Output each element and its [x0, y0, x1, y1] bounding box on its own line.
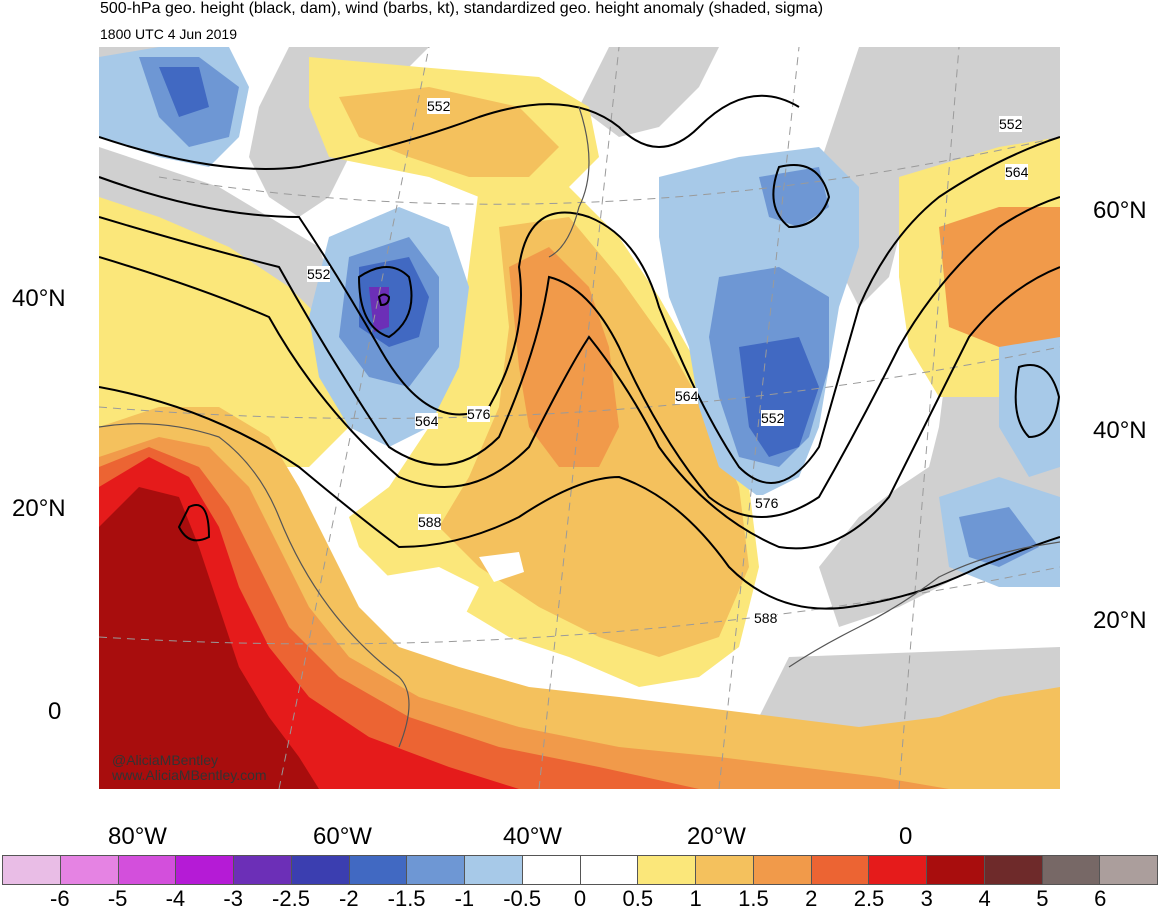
colorbar-tick-label: 2.5	[853, 886, 885, 911]
colorbar-cell	[753, 855, 812, 885]
contour-label: 552	[999, 116, 1023, 132]
negative-anomaly-shading	[99, 47, 1060, 587]
colorbar-tick-label: -2	[339, 886, 359, 911]
map-panel	[99, 47, 1060, 789]
colorbar-tick-label: -3	[223, 886, 243, 911]
colorbar-tick-label: -0.5	[503, 886, 542, 911]
colorbar-tick-label: 5	[1036, 886, 1049, 911]
colorbar-tick-label: 0.5	[622, 886, 654, 911]
lat-label-right: 60°N	[1093, 197, 1147, 224]
colorbar-cell	[927, 855, 985, 885]
neutral-pockets	[369, 552, 524, 627]
colorbar-tick-label: -6	[50, 886, 70, 911]
valid-time: 1800 UTC 4 Jun 2019	[100, 26, 237, 42]
colorbar-tick-label: 6	[1094, 886, 1107, 911]
colorbar-tick-label: -5	[107, 886, 128, 911]
contour-label: 564	[415, 413, 439, 429]
colorbar-cell	[118, 855, 177, 885]
lat-label-left: 0	[48, 698, 62, 725]
colorbar-tick-label: 4	[978, 886, 991, 911]
colorbar-cell	[1100, 855, 1158, 885]
contour-label: 588	[418, 514, 442, 530]
map-canvas	[99, 47, 1060, 789]
graticule	[99, 47, 1060, 789]
contour-label: 576	[467, 406, 491, 422]
lon-label: 0	[899, 823, 913, 850]
lon-label: 20°W	[687, 823, 746, 850]
colorbar-tick-label: 3	[920, 886, 933, 911]
contour-label: 552	[761, 410, 785, 426]
contour-label: 564	[675, 388, 699, 404]
contour-label: 552	[427, 98, 451, 114]
colorbar-tick-label: -1.5	[387, 886, 426, 911]
lat-label-left: 20°N	[12, 495, 66, 522]
lat-label-left: 40°N	[12, 285, 66, 312]
credit-url: www.AliciaMBentley.com	[112, 767, 267, 783]
colorbar-cell	[811, 855, 870, 885]
colorbar-cell	[407, 855, 465, 885]
colorbar-cell	[522, 855, 581, 885]
contour-label: 552	[307, 266, 331, 282]
lon-label: 80°W	[108, 823, 167, 850]
lat-label-right: 40°N	[1093, 417, 1147, 444]
colorbar-cell	[580, 855, 639, 885]
colorbar-cell	[696, 855, 754, 885]
colorbar-cell	[2, 855, 61, 885]
credit-handle: @AliciaMBentley	[112, 752, 219, 768]
colorbar-tick-label: -1	[454, 886, 475, 911]
coastlines	[99, 106, 1060, 748]
colorbar-cell	[638, 855, 696, 885]
colorbar-tick-label: 0	[573, 886, 587, 911]
contour-label: 564	[1005, 164, 1029, 180]
colorbar-cell	[234, 855, 292, 885]
colorbar-tick-label: 2	[805, 886, 818, 911]
contour-label: 576	[755, 495, 779, 511]
colorbar-cell	[984, 855, 1043, 885]
contour-label: 588	[754, 610, 778, 626]
positive-anomaly-shading	[99, 57, 1060, 789]
colorbar-tick-label: 1.5	[738, 886, 769, 911]
colorbar-cell	[349, 855, 408, 885]
lon-label: 60°W	[313, 823, 372, 850]
colorbar	[2, 855, 1158, 885]
colorbar-tick-label: 1	[689, 886, 702, 911]
colorbar-cell	[465, 855, 523, 885]
lon-label: 40°W	[503, 823, 562, 850]
colorbar-cell	[60, 855, 119, 885]
lat-label-right: 20°N	[1093, 607, 1147, 634]
colorbar-cell	[1042, 855, 1101, 885]
colorbar-tick-label: -4	[165, 886, 186, 911]
colorbar-cell	[176, 855, 234, 885]
chart-title: 500-hPa geo. height (black, dam), wind (…	[100, 0, 824, 17]
colorbar-tick-label: -2.5	[272, 886, 310, 911]
colorbar-cell	[869, 855, 927, 885]
colorbar-cell	[291, 855, 350, 885]
